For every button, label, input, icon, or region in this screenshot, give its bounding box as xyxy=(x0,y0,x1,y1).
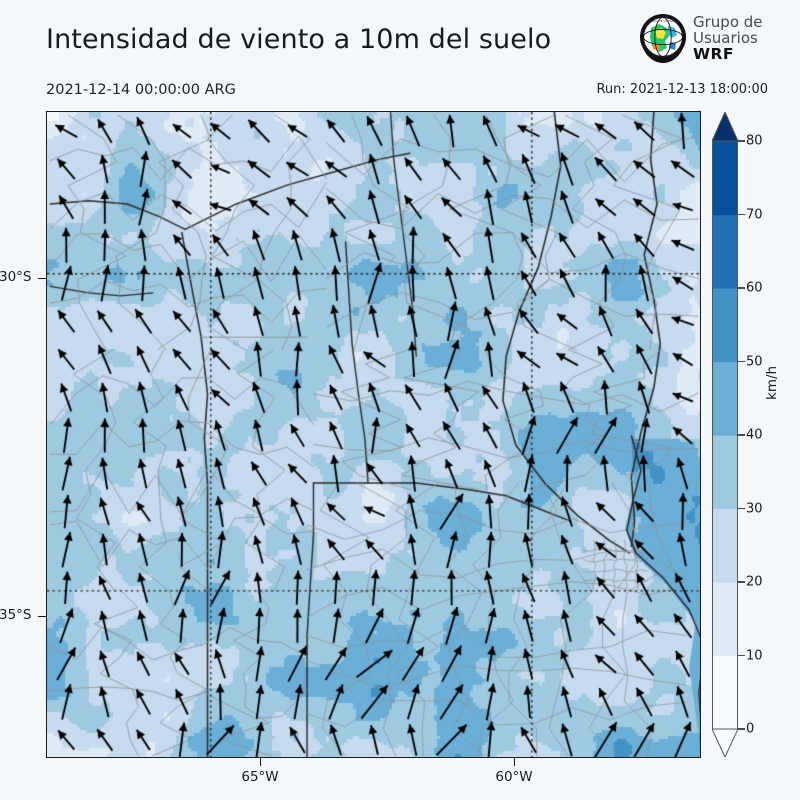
colorbar-tick-0 xyxy=(738,728,745,730)
colorbar-tick-label-0: 0 xyxy=(746,721,755,737)
colorbar-gradient xyxy=(712,112,738,757)
xtick-label-65w: 65°W xyxy=(241,769,279,785)
brand-logo: GRUPO DE USUARIOS Grupo de Usuarios WRF xyxy=(637,12,795,68)
colorbar-tick-label-60: 60 xyxy=(746,280,763,296)
wind-speed-map[interactable] xyxy=(46,111,701,758)
colorbar[interactable] xyxy=(712,112,738,757)
valid-time-label: 2021-12-14 00:00:00 ARG xyxy=(46,82,236,98)
colorbar-tick-label-50: 50 xyxy=(746,354,763,369)
colorbar-tick-20 xyxy=(738,581,745,583)
colorbar-tick-80 xyxy=(738,140,745,142)
colorbar-tick-label-70: 70 xyxy=(746,207,763,222)
xtick-mark-65w xyxy=(260,758,262,766)
svg-text:GRUPO DE USUARIOS: GRUPO DE USUARIOS xyxy=(647,19,680,23)
colorbar-tick-label-20: 20 xyxy=(746,574,763,590)
ytick-mark-30s xyxy=(38,278,46,280)
xtick-mark-60w xyxy=(514,758,516,766)
colorbar-tick-10 xyxy=(738,654,745,657)
colorbar-tick-50 xyxy=(738,360,745,363)
colorbar-tick-label-30: 30 xyxy=(746,501,763,516)
logo-line-1: Grupo de xyxy=(693,13,763,31)
colorbar-tick-70 xyxy=(738,213,745,216)
colorbar-tick-label-80: 80 xyxy=(746,133,763,149)
wrf-globe-emblem-icon: GRUPO DE USUARIOS xyxy=(640,14,686,63)
ytick-mark-35s xyxy=(38,616,46,618)
ytick-label-35s: 35°S xyxy=(0,607,32,623)
colorbar-tick-30 xyxy=(738,507,745,510)
colorbar-tick-60 xyxy=(738,287,745,289)
xtick-label-60w: 60°W xyxy=(495,769,533,785)
colorbar-unit-label: km/h xyxy=(764,365,780,400)
colorbar-tick-40 xyxy=(738,434,745,436)
wind-vectors-overlay xyxy=(47,112,700,757)
ytick-label-30s: 30°S xyxy=(0,269,32,285)
run-time-label: Run: 2021-12-13 18:00:00 xyxy=(596,82,768,97)
colorbar-tick-label-40: 40 xyxy=(746,427,763,443)
logo-line-2: Usuarios xyxy=(693,29,758,48)
logo-line-3: WRF xyxy=(693,45,734,64)
colorbar-tick-label-10: 10 xyxy=(746,648,763,663)
page-title: Intensidad de viento a 10m del suelo xyxy=(46,24,552,55)
